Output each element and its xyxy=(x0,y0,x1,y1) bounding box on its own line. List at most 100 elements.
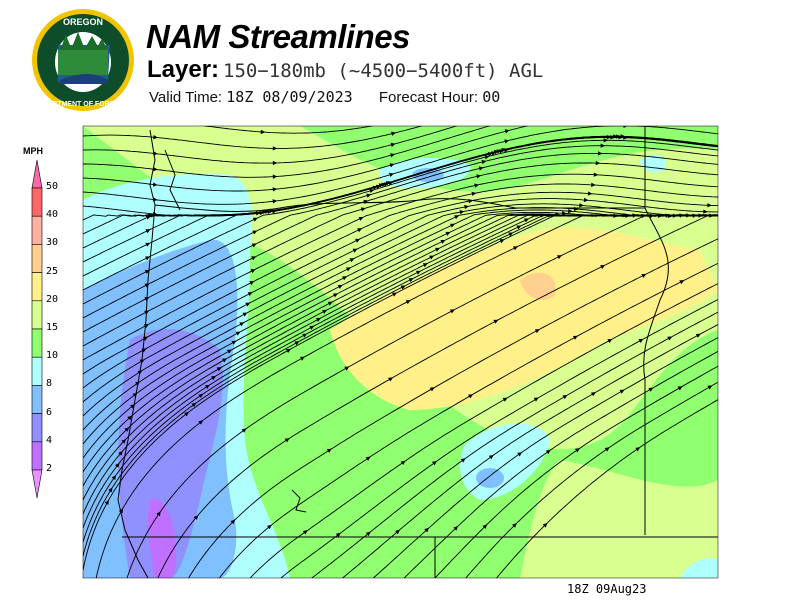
streamline-arrowhead xyxy=(231,340,237,345)
streamline-arrowhead xyxy=(460,458,466,463)
streamline xyxy=(157,215,718,578)
streamline-arrowhead xyxy=(449,223,455,228)
streamline-arrowhead xyxy=(574,448,580,453)
streamline xyxy=(83,207,718,431)
svg-text:OREGON: OREGON xyxy=(63,17,103,27)
streamline-arrowhead xyxy=(322,309,328,314)
streamline-arrowhead xyxy=(392,292,398,297)
streamline-arrowhead xyxy=(424,527,430,533)
streamlines xyxy=(83,126,718,578)
streamline-arrowhead xyxy=(121,438,127,444)
streamline-arrowhead xyxy=(545,449,551,455)
streamline-arrowhead xyxy=(141,348,147,353)
legend-tick-label: 4 xyxy=(46,434,53,446)
streamline-arrowhead xyxy=(241,428,247,433)
streamline xyxy=(249,283,718,578)
legend-tick-label: 20 xyxy=(46,293,59,305)
streamline-arrowhead xyxy=(493,319,499,324)
streamline-arrowhead xyxy=(357,228,363,233)
streamline-arrowhead xyxy=(216,367,222,372)
streamline xyxy=(188,238,718,578)
streamline-arrowhead xyxy=(132,392,138,398)
streamline-arrowhead xyxy=(365,531,371,537)
streamline-arrowhead xyxy=(504,129,510,134)
streamline-arrowhead xyxy=(600,143,606,148)
streamline-arrowhead xyxy=(344,366,350,371)
streamline-arrowhead xyxy=(504,139,510,144)
streamline-arrowhead xyxy=(145,215,151,220)
streamline-arrowhead xyxy=(245,302,251,307)
wind-zone-15-20 xyxy=(520,460,718,578)
streamline-arrowhead xyxy=(302,530,308,535)
streamline-arrowhead xyxy=(502,397,508,402)
streamline-arrowhead xyxy=(471,191,477,196)
streamline-arrowhead xyxy=(429,387,435,392)
streamline-arrowhead xyxy=(198,393,204,399)
streamline-arrowhead xyxy=(709,213,714,218)
streamline-arrowhead xyxy=(464,204,469,210)
wind-zone-20-25 xyxy=(330,227,718,410)
streamline xyxy=(83,173,718,361)
streamline-arrowhead xyxy=(667,336,673,341)
streamline-arrowhead xyxy=(255,211,261,216)
streamline-arrowhead xyxy=(144,269,150,274)
svg-text:DEPARTMENT OF FORESTRY: DEPARTMENT OF FORESTRY xyxy=(33,101,133,108)
streamline-arrowhead xyxy=(272,160,278,166)
streamline-arrowhead xyxy=(135,381,141,386)
streamline-arrowhead xyxy=(235,331,241,336)
streamline-arrowhead xyxy=(677,386,683,391)
streamline xyxy=(342,323,718,578)
forecast-hour-value: 00 xyxy=(482,88,501,106)
streamline-arrowhead xyxy=(488,454,494,460)
streamline xyxy=(83,145,718,319)
streamline-arrowhead xyxy=(648,387,654,392)
streamline-arrowhead xyxy=(127,415,133,421)
forecast-hour-label: Forecast Hour: xyxy=(378,89,479,106)
streamline-arrowhead xyxy=(517,452,523,457)
streamline-arrowhead xyxy=(607,338,613,344)
streamline-arrowhead xyxy=(400,285,406,290)
streamline-arrowhead xyxy=(390,142,396,147)
legend-swatch xyxy=(31,244,43,273)
legend-max-arrow xyxy=(31,159,43,189)
streamline-arrowhead xyxy=(272,199,278,204)
streamline-arrowhead xyxy=(144,297,150,302)
legend-tick-label: 6 xyxy=(46,406,53,418)
streamline-arrowhead xyxy=(372,185,378,190)
streamline-arrowhead xyxy=(104,499,109,505)
valid-line: Valid Time: 18Z 08/09/2023 Forecast Hour… xyxy=(149,88,500,106)
streamline xyxy=(83,183,718,375)
streamline-arrowhead xyxy=(590,392,596,397)
streamline xyxy=(83,126,718,205)
streamline-arrowhead xyxy=(108,487,113,493)
streamline-arrowhead xyxy=(453,525,459,531)
legend-swatch xyxy=(31,385,43,414)
streamline-arrowhead xyxy=(573,206,579,212)
streamline xyxy=(83,126,491,178)
legend-tick-label: 8 xyxy=(46,378,53,390)
layer-label: Layer: xyxy=(147,56,220,83)
streamline xyxy=(83,191,718,389)
legend-unit: MPH xyxy=(23,146,43,156)
streamline-arrowhead xyxy=(606,135,612,140)
streamline-arrowhead xyxy=(284,438,290,443)
streamline xyxy=(403,350,718,578)
streamline-arrowhead xyxy=(242,312,248,317)
streamline-arrowhead xyxy=(703,209,708,214)
wind-zone-25-30 xyxy=(520,272,556,300)
streamline-arrowhead xyxy=(707,203,712,208)
streamline-arrowhead xyxy=(332,293,338,298)
streamline-arrowhead xyxy=(487,151,493,157)
streamline xyxy=(83,152,718,333)
streamline-arrowhead xyxy=(440,239,446,244)
odf-logo: OREGON DEPARTMENT OF FORESTRY xyxy=(32,9,134,111)
streamline xyxy=(202,126,375,134)
streamline-arrowhead xyxy=(435,247,441,252)
legend-swatch xyxy=(31,215,43,245)
streamline-arrowhead xyxy=(707,385,713,390)
streamline-arrowhead xyxy=(315,317,321,322)
streamline xyxy=(83,126,424,149)
streamline-arrowhead xyxy=(579,203,584,208)
wind-zone-8-10 xyxy=(640,154,666,173)
wind-zone-6-8 xyxy=(412,168,444,182)
